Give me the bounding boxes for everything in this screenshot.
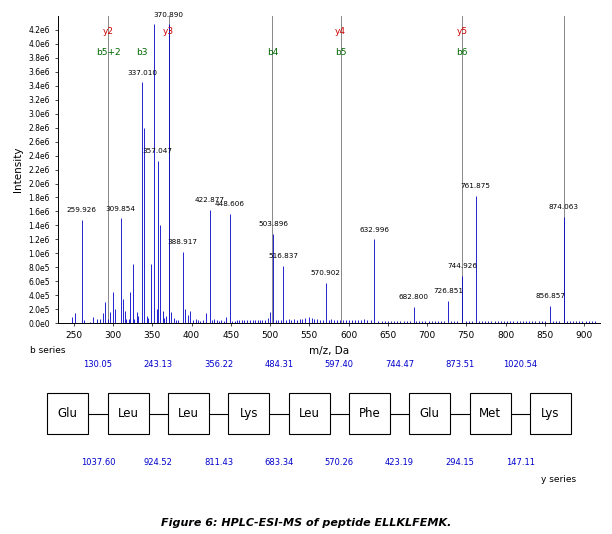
Text: y5: y5 [457,27,468,36]
Text: 484.31: 484.31 [264,360,294,368]
Bar [530,392,571,435]
Text: 294.15: 294.15 [446,458,474,467]
Text: 370.890: 370.890 [154,12,184,18]
Text: 147.11: 147.11 [506,458,535,467]
Text: 856.857: 856.857 [536,293,565,299]
Text: 570.26: 570.26 [324,458,354,467]
Y-axis label: Intensity: Intensity [13,147,23,192]
Bar [469,392,510,435]
Text: 356.22: 356.22 [204,360,233,368]
Text: 761.875: 761.875 [461,183,491,190]
Text: b6: b6 [457,48,468,57]
Text: 744.47: 744.47 [385,360,414,368]
Text: b5+2: b5+2 [95,48,121,57]
Bar [409,392,450,435]
Text: 597.40: 597.40 [325,360,354,368]
Text: 516.837: 516.837 [268,253,298,259]
Text: Figure 6: HPLC-ESI-MS of peptide ELLKLFEMK.: Figure 6: HPLC-ESI-MS of peptide ELLKLFE… [161,518,451,528]
Text: 337.010: 337.010 [127,69,157,75]
Text: 243.13: 243.13 [144,360,173,368]
Text: 309.854: 309.854 [106,206,136,211]
Text: 744.926: 744.926 [447,263,477,269]
Text: 924.52: 924.52 [144,458,173,467]
Text: 811.43: 811.43 [204,458,233,467]
Text: Glu: Glu [58,407,78,420]
Text: 683.34: 683.34 [264,458,294,467]
Text: 1037.60: 1037.60 [81,458,115,467]
Text: 423.19: 423.19 [385,458,414,467]
Text: Leu: Leu [178,407,199,420]
Text: y4: y4 [335,27,346,36]
X-axis label: m/z, Da: m/z, Da [309,346,349,356]
Text: 448.606: 448.606 [215,201,245,207]
Bar [228,392,269,435]
Text: 422.877: 422.877 [195,197,225,203]
Text: 1020.54: 1020.54 [503,360,537,368]
Text: b5: b5 [335,48,346,57]
Bar [349,392,390,435]
Text: 632.996: 632.996 [359,226,389,233]
Text: 570.902: 570.902 [311,270,341,276]
Text: Leu: Leu [299,407,319,420]
Text: 682.800: 682.800 [398,294,428,300]
Text: b4: b4 [267,48,278,57]
Text: Lys: Lys [239,407,258,420]
Bar [108,392,149,435]
Text: 388.917: 388.917 [168,239,198,245]
Text: 130.05: 130.05 [83,360,113,368]
Text: b series: b series [30,346,65,355]
Text: 874.063: 874.063 [549,204,579,210]
Text: 357.047: 357.047 [143,148,173,154]
Text: y series: y series [542,475,577,484]
Bar [168,392,209,435]
Text: Met: Met [479,407,501,420]
Text: Lys: Lys [541,407,559,420]
Text: Phe: Phe [359,407,380,420]
Text: 503.896: 503.896 [258,221,288,227]
Bar [289,392,329,435]
Text: 259.926: 259.926 [67,207,97,213]
Text: y2: y2 [102,27,113,36]
Text: y3: y3 [163,27,174,36]
Text: Glu: Glu [420,407,439,420]
Text: 726.851: 726.851 [433,288,463,294]
Text: Leu: Leu [118,407,138,420]
Text: 873.51: 873.51 [446,360,474,368]
Text: b3: b3 [136,48,148,57]
Bar [47,392,88,435]
